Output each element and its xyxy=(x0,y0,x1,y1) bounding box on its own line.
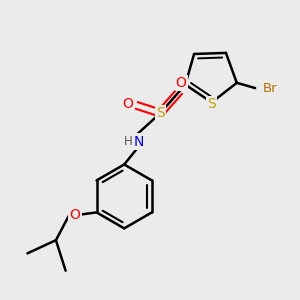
Text: O: O xyxy=(123,97,134,111)
Text: S: S xyxy=(156,106,165,120)
Text: N: N xyxy=(134,135,144,148)
Text: O: O xyxy=(176,76,187,90)
Text: S: S xyxy=(207,97,216,111)
Text: H: H xyxy=(124,135,133,148)
Text: O: O xyxy=(70,208,80,222)
Text: Br: Br xyxy=(262,82,277,94)
